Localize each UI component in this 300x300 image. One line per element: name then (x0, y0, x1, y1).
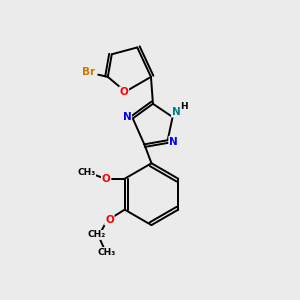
Text: CH₃: CH₃ (77, 168, 95, 177)
Text: N: N (122, 112, 131, 122)
Text: O: O (102, 174, 110, 184)
Text: CH₂: CH₂ (88, 230, 106, 239)
Text: N: N (172, 107, 181, 117)
Text: N: N (169, 137, 178, 147)
Text: Br: Br (82, 68, 95, 77)
Text: CH₃: CH₃ (98, 248, 116, 256)
Text: O: O (105, 214, 114, 225)
Text: O: O (120, 87, 128, 97)
Text: H: H (180, 102, 188, 111)
